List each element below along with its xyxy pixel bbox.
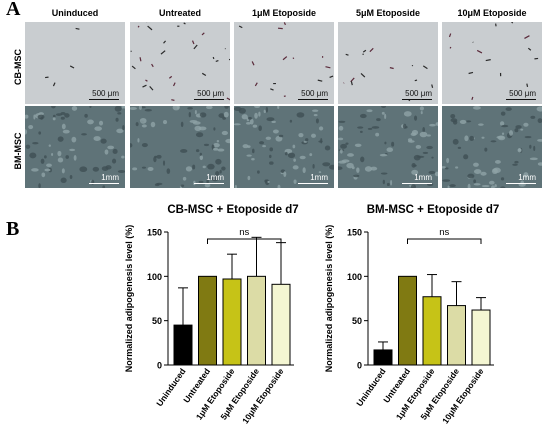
y-tick-label: 150 bbox=[147, 228, 162, 238]
significance-bracket bbox=[408, 239, 482, 244]
scale-bar bbox=[506, 99, 536, 101]
micrograph-bm-msc-1um-etoposide: 1mm bbox=[234, 106, 334, 188]
column-header-uninduced: Uninduced bbox=[25, 8, 125, 18]
micrograph-cb-msc-1um-etoposide: 500 μm bbox=[234, 22, 334, 104]
y-tick-label: 50 bbox=[352, 316, 362, 326]
row-label-cb-msc: CB-MSC bbox=[13, 37, 23, 97]
scale-bar-label: 500 μm bbox=[301, 89, 328, 98]
scale-bar-label: 500 μm bbox=[92, 89, 119, 98]
scale-bar-label: 1mm bbox=[414, 173, 432, 182]
y-tick-label: 50 bbox=[152, 316, 162, 326]
bar bbox=[174, 325, 192, 365]
bar bbox=[472, 310, 490, 365]
chart-cb-msc-svg: CB-MSC + Etoposide d7 Normalized adipogen… bbox=[118, 195, 318, 432]
column-header-1um-etoposide: 1μM Etoposide bbox=[234, 8, 334, 18]
micrograph-bm-msc-untreated: 1mm bbox=[130, 106, 230, 188]
chart-bm-msc: BM-MSC + Etoposide d7 Normalized adipogen… bbox=[318, 195, 523, 432]
chart-bm-msc-svg: BM-MSC + Etoposide d7 Normalized adipogen… bbox=[318, 195, 523, 432]
chart-cb-msc: CB-MSC + Etoposide d7 Normalized adipogen… bbox=[118, 195, 318, 432]
bar bbox=[199, 276, 217, 365]
micrograph-cb-msc-uninduced: 500 μm bbox=[25, 22, 125, 104]
scale-bar bbox=[194, 183, 224, 185]
y-tick-label: 150 bbox=[347, 228, 362, 238]
bar bbox=[374, 350, 392, 365]
scale-bar-label: 1mm bbox=[206, 173, 224, 182]
scale-bar bbox=[298, 183, 328, 185]
micrograph-bm-msc-uninduced: 1mm bbox=[25, 106, 125, 188]
scale-bar bbox=[506, 183, 536, 185]
y-axis-label: Normalized adipogenesis level (%) bbox=[324, 225, 334, 373]
column-header-10um-etoposide: 10μM Etoposide bbox=[442, 8, 542, 18]
panel-b-label: B bbox=[6, 218, 19, 241]
bar bbox=[272, 284, 290, 365]
scale-bar bbox=[194, 99, 224, 101]
micrograph-bm-msc-10um-etoposide: 1mm bbox=[442, 106, 542, 188]
scale-bar bbox=[89, 99, 119, 101]
scale-bar bbox=[298, 99, 328, 101]
y-tick-label: 0 bbox=[357, 361, 362, 371]
bar bbox=[223, 279, 241, 365]
y-tick-label: 100 bbox=[347, 272, 362, 282]
scale-bar bbox=[89, 183, 119, 185]
row-label-bm-msc: BM-MSC bbox=[13, 121, 23, 181]
scale-bar-label: 500 μm bbox=[197, 89, 224, 98]
significance-label: ns bbox=[239, 227, 249, 238]
bar bbox=[399, 276, 417, 365]
column-header-5um-etoposide: 5μM Etoposide bbox=[338, 8, 438, 18]
y-tick-label: 0 bbox=[157, 361, 162, 371]
significance-label: ns bbox=[439, 227, 449, 238]
y-tick-label: 100 bbox=[147, 272, 162, 282]
chart-title: CB-MSC + Etoposide d7 bbox=[167, 204, 298, 216]
y-axis-label: Normalized adipogenesis level (%) bbox=[124, 225, 134, 373]
bar bbox=[248, 276, 266, 365]
scale-bar-label: 1mm bbox=[310, 173, 328, 182]
significance-bracket bbox=[208, 239, 282, 244]
scale-bar-label: 500 μm bbox=[405, 89, 432, 98]
scale-bar-label: 1mm bbox=[101, 173, 119, 182]
column-header-untreated: Untreated bbox=[130, 8, 230, 18]
x-tick-label: Uninduced bbox=[354, 366, 387, 408]
panel-a-label: A bbox=[6, 0, 20, 21]
scale-bar bbox=[402, 99, 432, 101]
scale-bar-label: 1mm bbox=[518, 173, 536, 182]
scale-bar bbox=[402, 183, 432, 185]
micrograph-cb-msc-untreated: 500 μm bbox=[130, 22, 230, 104]
bar bbox=[423, 297, 441, 365]
scale-bar-label: 500 μm bbox=[509, 89, 536, 98]
bar bbox=[448, 306, 466, 365]
micrograph-cb-msc-10um-etoposide: 500 μm bbox=[442, 22, 542, 104]
micrograph-cb-msc-5um-etoposide: 500 μm bbox=[338, 22, 438, 104]
x-tick-label: Uninduced bbox=[154, 366, 187, 408]
chart-title: BM-MSC + Etoposide d7 bbox=[367, 204, 500, 216]
micrograph-bm-msc-5um-etoposide: 1mm bbox=[338, 106, 438, 188]
